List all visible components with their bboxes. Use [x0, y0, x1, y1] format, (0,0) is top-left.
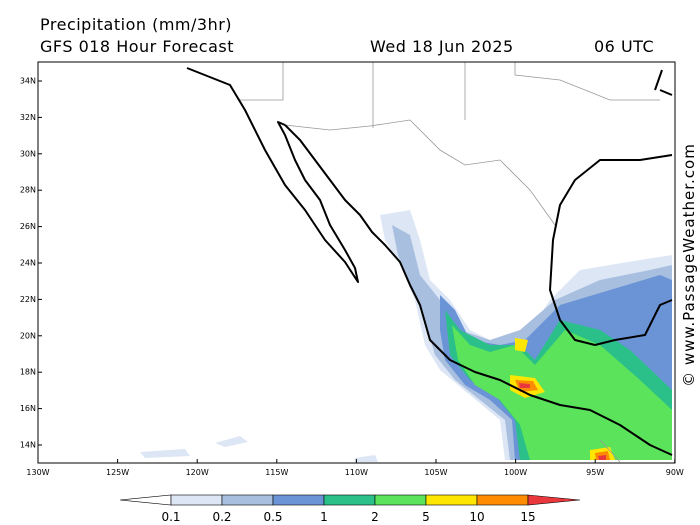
map-area: 34N 32N 30N 28N 26N 24N 22N 20N 18N 16N 14N 130W 12… [20, 61, 684, 477]
borders [240, 62, 660, 463]
time: 06 UTC [594, 37, 654, 56]
lon-label: 100W [504, 468, 527, 477]
lon-label: 115W [265, 468, 288, 477]
lon-label: 125W [106, 468, 129, 477]
lat-label: 18N [20, 368, 36, 377]
lon-label: 105W [424, 468, 447, 477]
precipitation [140, 210, 672, 462]
colorbar-label: 0.2 [212, 510, 231, 524]
colorbar: 0.1 0.2 0.5 1 2 5 10 15 [119, 494, 581, 524]
lat-label: 24N [20, 259, 36, 268]
title: Precipitation (mm/3hr) [40, 15, 232, 34]
lat-label: 14N [20, 441, 36, 450]
subtitle: GFS 018 Hour Forecast [40, 37, 234, 56]
lat-label: 32N [20, 113, 36, 122]
lon-label: 90W [666, 468, 684, 477]
lat-label: 26N [20, 222, 36, 231]
colorbar-bin [476, 494, 529, 506]
lon-label: 95W [586, 468, 604, 477]
colorbar-label: 0.1 [161, 510, 180, 524]
colorbar-bin [272, 494, 325, 506]
lat-label: 22N [20, 295, 36, 304]
lat-label: 16N [20, 404, 36, 413]
lon-label: 120W [186, 468, 209, 477]
longitude-labels: 130W 125W 120W 115W 110W 105W 100W 95W 90W [26, 459, 684, 477]
colorbar-label: 2 [371, 510, 379, 524]
lon-label: 110W [345, 468, 368, 477]
colorbar-bin [221, 494, 274, 506]
colorbar-label: 1 [320, 510, 328, 524]
colorbar-start [119, 494, 172, 506]
colorbar-bin [323, 494, 376, 506]
watermark: © www.PassageWeather.com [680, 143, 698, 387]
lat-label: 20N [20, 331, 36, 340]
latitude-labels: 34N 32N 30N 28N 26N 24N 22N 20N 18N 16N 14N [20, 77, 42, 450]
colorbar-label: 5 [422, 510, 430, 524]
coastlines [186, 67, 673, 456]
colorbar-label: 0.5 [263, 510, 282, 524]
date: Wed 18 Jun 2025 [370, 37, 514, 56]
lat-label: 34N [20, 77, 36, 86]
colorbar-label: 10 [469, 510, 484, 524]
lat-label: 28N [20, 186, 36, 195]
colorbar-bin [425, 494, 478, 506]
colorbar-label: 15 [520, 510, 535, 524]
lon-label: 130W [26, 468, 49, 477]
colorbar-bin [374, 494, 427, 506]
lat-label: 30N [20, 149, 36, 158]
colorbar-bin [170, 494, 223, 506]
colorbar-end [527, 494, 581, 506]
